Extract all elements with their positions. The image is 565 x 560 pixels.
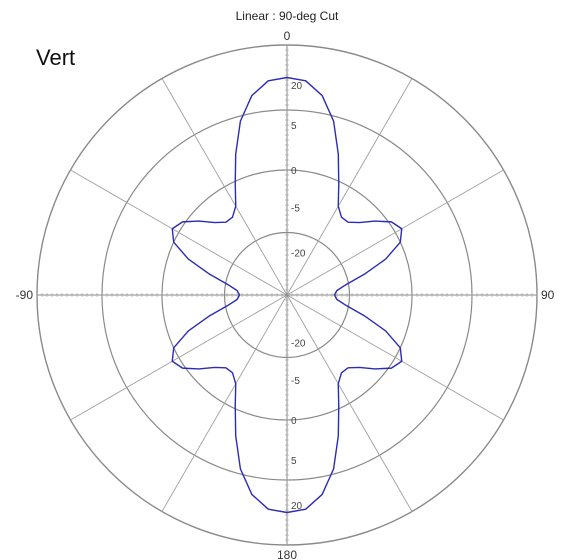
radial-tick-label: -5	[291, 376, 300, 387]
angle-tick-label: 90	[541, 288, 555, 302]
radial-tick-label: -20	[291, 339, 306, 350]
series-group	[171, 76, 403, 514]
radial-tick-label: 20	[291, 81, 303, 92]
radial-tick-label: -20	[291, 249, 306, 260]
angle-labels: 0 90 180 -90	[16, 29, 555, 560]
minor-ticks	[36, 44, 538, 546]
grid-spoke	[286, 294, 413, 512]
grid-spoke	[286, 294, 504, 421]
chart-title: Linear : 90-deg Cut	[236, 9, 339, 23]
grid-spoke	[70, 294, 288, 421]
radial-tick-label: 5	[291, 456, 297, 467]
corner-label: Vert	[36, 45, 75, 70]
radial-tick-label: -5	[291, 204, 300, 215]
radial-tick-label: 5	[291, 121, 297, 132]
angle-tick-label: 0	[284, 29, 291, 43]
grid-spoke	[161, 78, 288, 296]
grid-spoke	[70, 169, 288, 296]
radial-tick-label: 0	[291, 416, 297, 427]
grid-spoke	[286, 169, 504, 296]
angle-tick-label: -90	[16, 288, 34, 302]
grid-spoke	[286, 78, 413, 296]
radial-labels: 20 5 0 -5 -20 -20 -5 0 5 20	[291, 81, 306, 512]
angle-tick-label: 180	[277, 548, 297, 560]
radial-tick-label: 20	[291, 501, 303, 512]
series-line	[171, 76, 403, 514]
grid-spoke	[161, 294, 288, 512]
radial-tick-label: 0	[291, 166, 297, 177]
